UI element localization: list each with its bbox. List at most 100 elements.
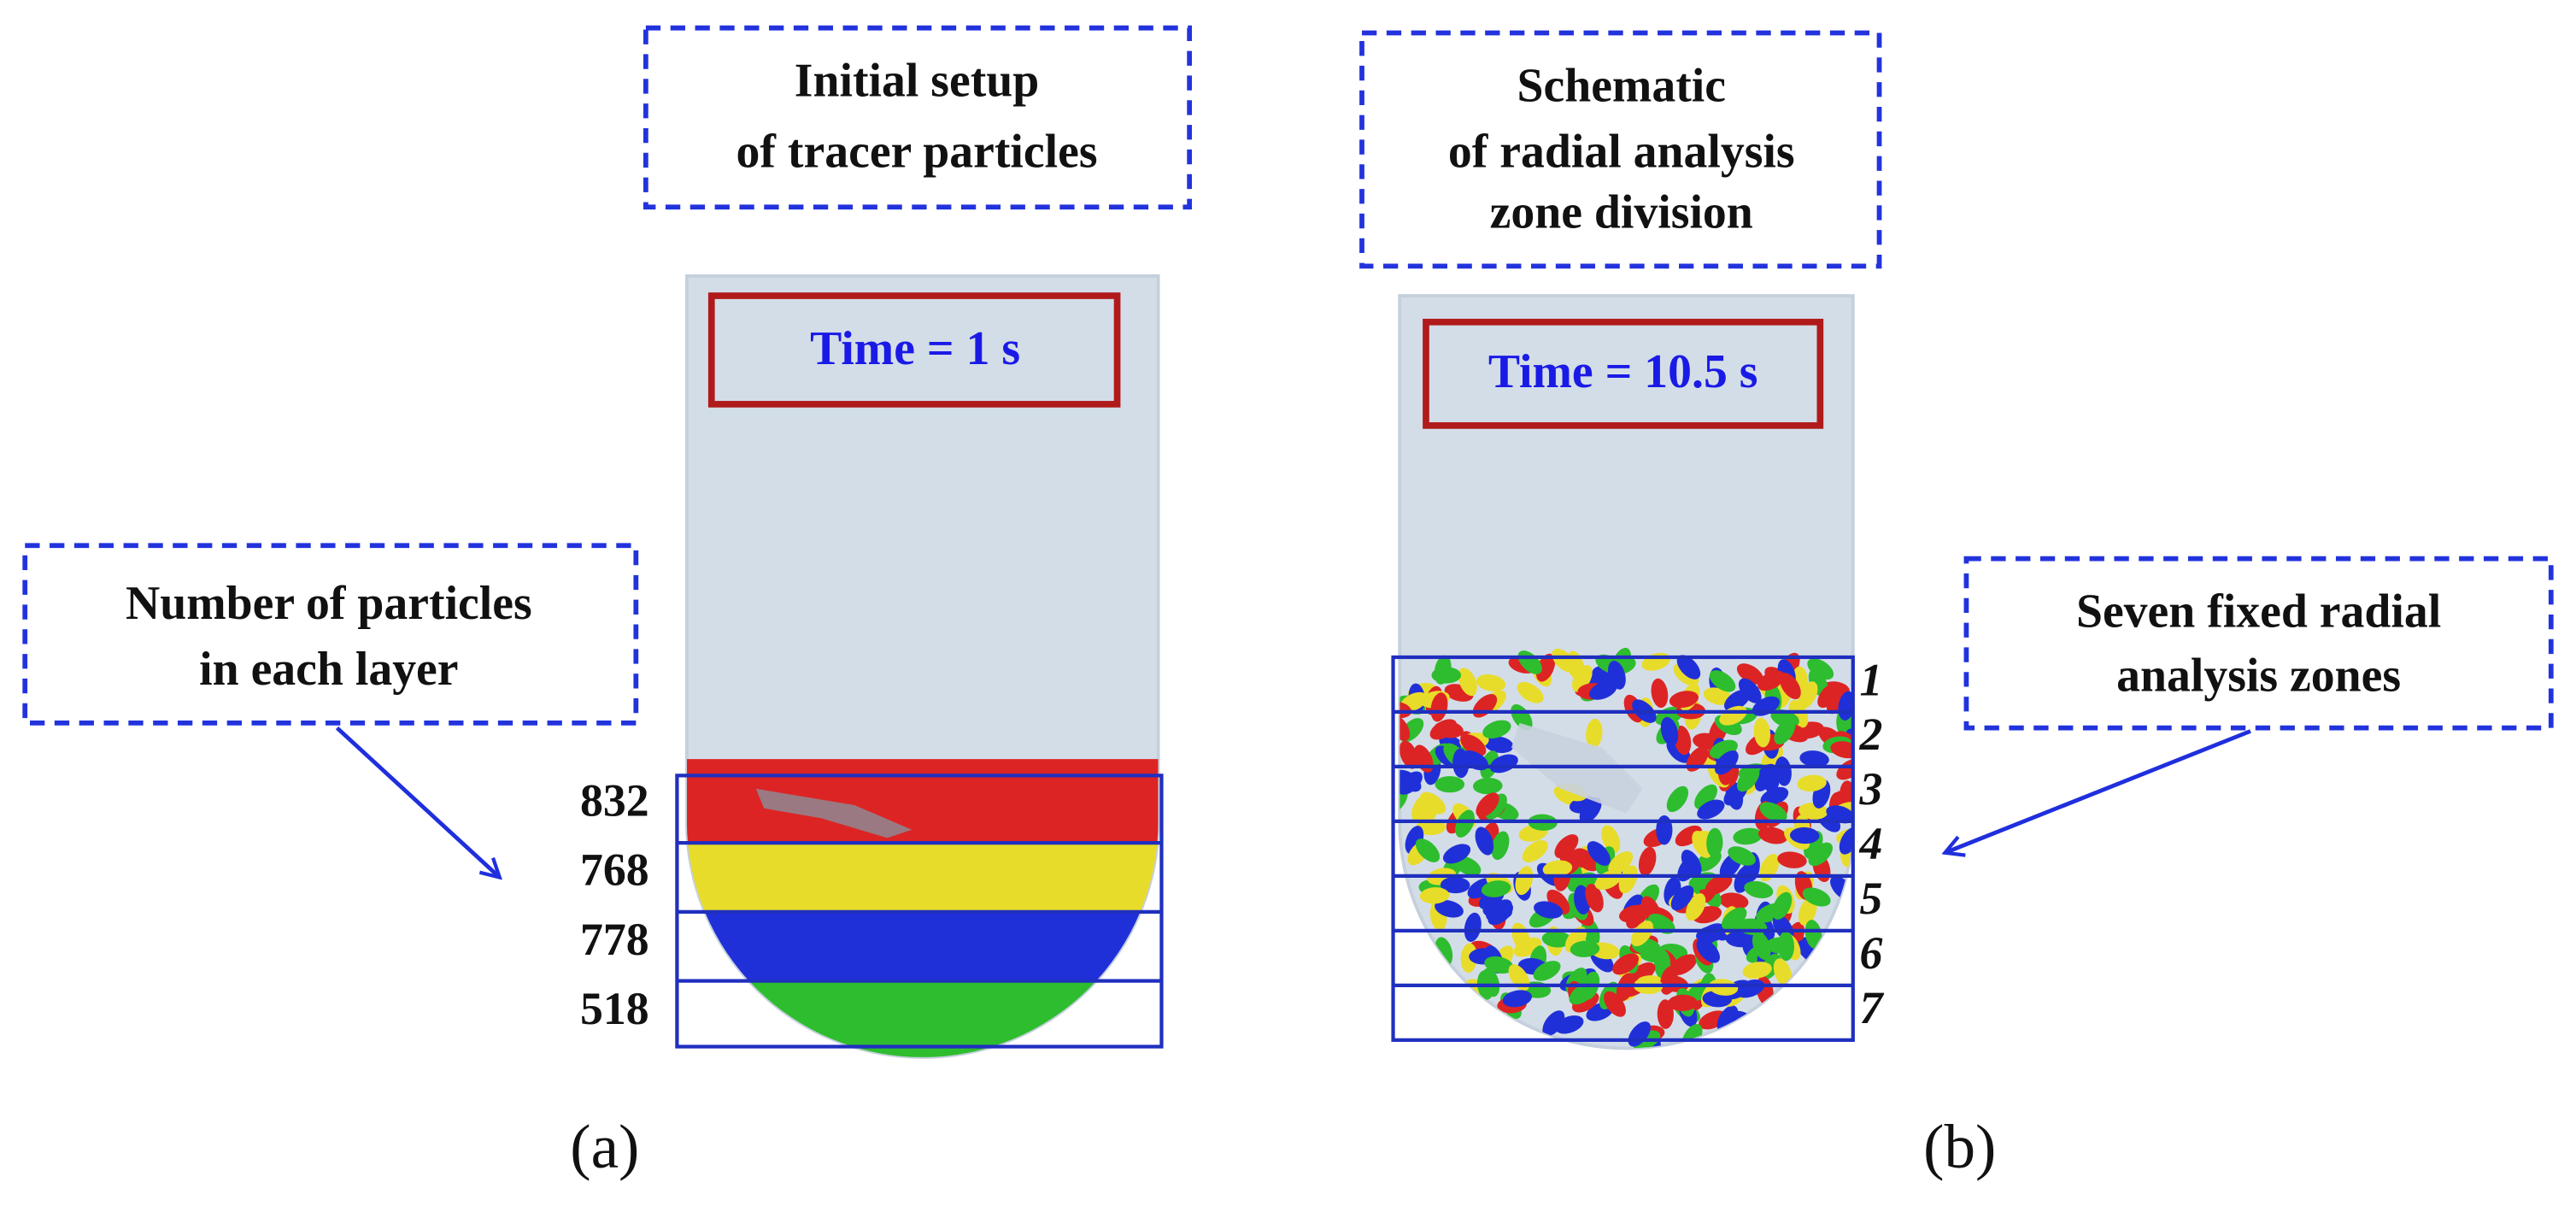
zone-frame [1391,655,1855,1042]
particle [1668,994,1698,1011]
particle [1569,983,1596,1005]
callout-text: Number of particles [126,577,532,630]
callout-box [22,543,639,726]
particle [1604,991,1626,1017]
particle [1542,860,1573,878]
particle [1789,827,1820,844]
particle [1608,851,1634,874]
particle [1808,842,1834,867]
time-label: Time = 10.5 s [1488,345,1758,398]
particle [1476,792,1499,818]
particle [1826,805,1853,824]
particle [1836,758,1853,780]
particle [1399,715,1411,741]
particle [1435,776,1465,793]
particle [1482,720,1511,739]
zone-number: 2 [1858,709,1882,760]
particle [1435,899,1464,918]
particle [1533,961,1561,981]
particle [1542,1010,1565,1037]
zone-number: 4 [1858,818,1882,869]
particle [1535,653,1556,682]
particle [1703,687,1733,705]
particle [1554,834,1579,859]
zone-number: 1 [1859,654,1882,705]
particle [1434,721,1464,738]
particle [1666,785,1689,813]
particle [1736,766,1760,792]
particle [1670,954,1698,975]
particle [1612,953,1640,975]
particle [1442,844,1471,864]
particle [1491,831,1510,861]
particle [1798,681,1818,709]
particle [1399,740,1418,769]
zone-lines [1393,709,1853,987]
particle [1589,680,1617,700]
title-box [1359,30,1882,269]
particle [1460,734,1487,756]
particle [1476,674,1506,691]
particle [1515,866,1534,896]
particle [1777,851,1807,868]
particle [1719,892,1749,910]
particle [1475,827,1494,856]
layer-green [686,979,1159,1057]
particle [1488,902,1513,926]
particle [1773,958,1793,987]
particle [1564,927,1587,953]
particle [1797,774,1827,792]
particle [1839,827,1853,855]
particle [1484,956,1514,974]
particle [1708,979,1739,996]
particle [1517,681,1544,703]
particle [1659,966,1678,995]
particle [1804,920,1822,950]
particle [1676,655,1701,679]
particle [1431,667,1462,684]
particle [1502,990,1532,1008]
arrow [1945,729,2251,852]
particle [1738,678,1762,703]
layer-count: 832 [580,774,649,826]
particle [1697,799,1725,820]
particle [1651,678,1669,709]
callout-text: analysis zones [2116,650,2401,703]
particle [1399,701,1412,719]
particle [1742,962,1772,980]
layer-count: 518 [580,983,649,1034]
particle [1670,885,1694,911]
particle [1472,777,1503,795]
particle [1440,876,1470,894]
zone-number: 5 [1859,873,1882,924]
particle [1760,786,1789,807]
particle [1522,839,1548,862]
particle [1733,827,1763,845]
time-box [707,292,1121,408]
particle-bed [686,759,1159,1057]
impeller [755,788,912,838]
particle [1772,891,1793,920]
panel-title: of tracer particles [736,125,1098,178]
particle [1674,725,1692,756]
arrow [335,726,499,878]
particle [1419,887,1450,904]
particle [1420,795,1441,824]
particle [1799,750,1829,768]
particle [1481,880,1511,897]
layer-labels: 832 768 778 518 [580,774,649,1034]
particle [1460,943,1478,974]
particle [1744,880,1774,898]
title-box [643,25,1193,210]
particle [1573,848,1599,872]
particle [1714,750,1739,775]
zone-number: 3 [1858,763,1882,815]
layer-blue [686,909,1159,983]
particle [1706,827,1723,858]
panel-title: of radial analysis [1448,125,1795,178]
particle [1721,907,1747,930]
particle [1484,736,1514,754]
particle [1802,887,1831,907]
particle [1586,718,1603,749]
